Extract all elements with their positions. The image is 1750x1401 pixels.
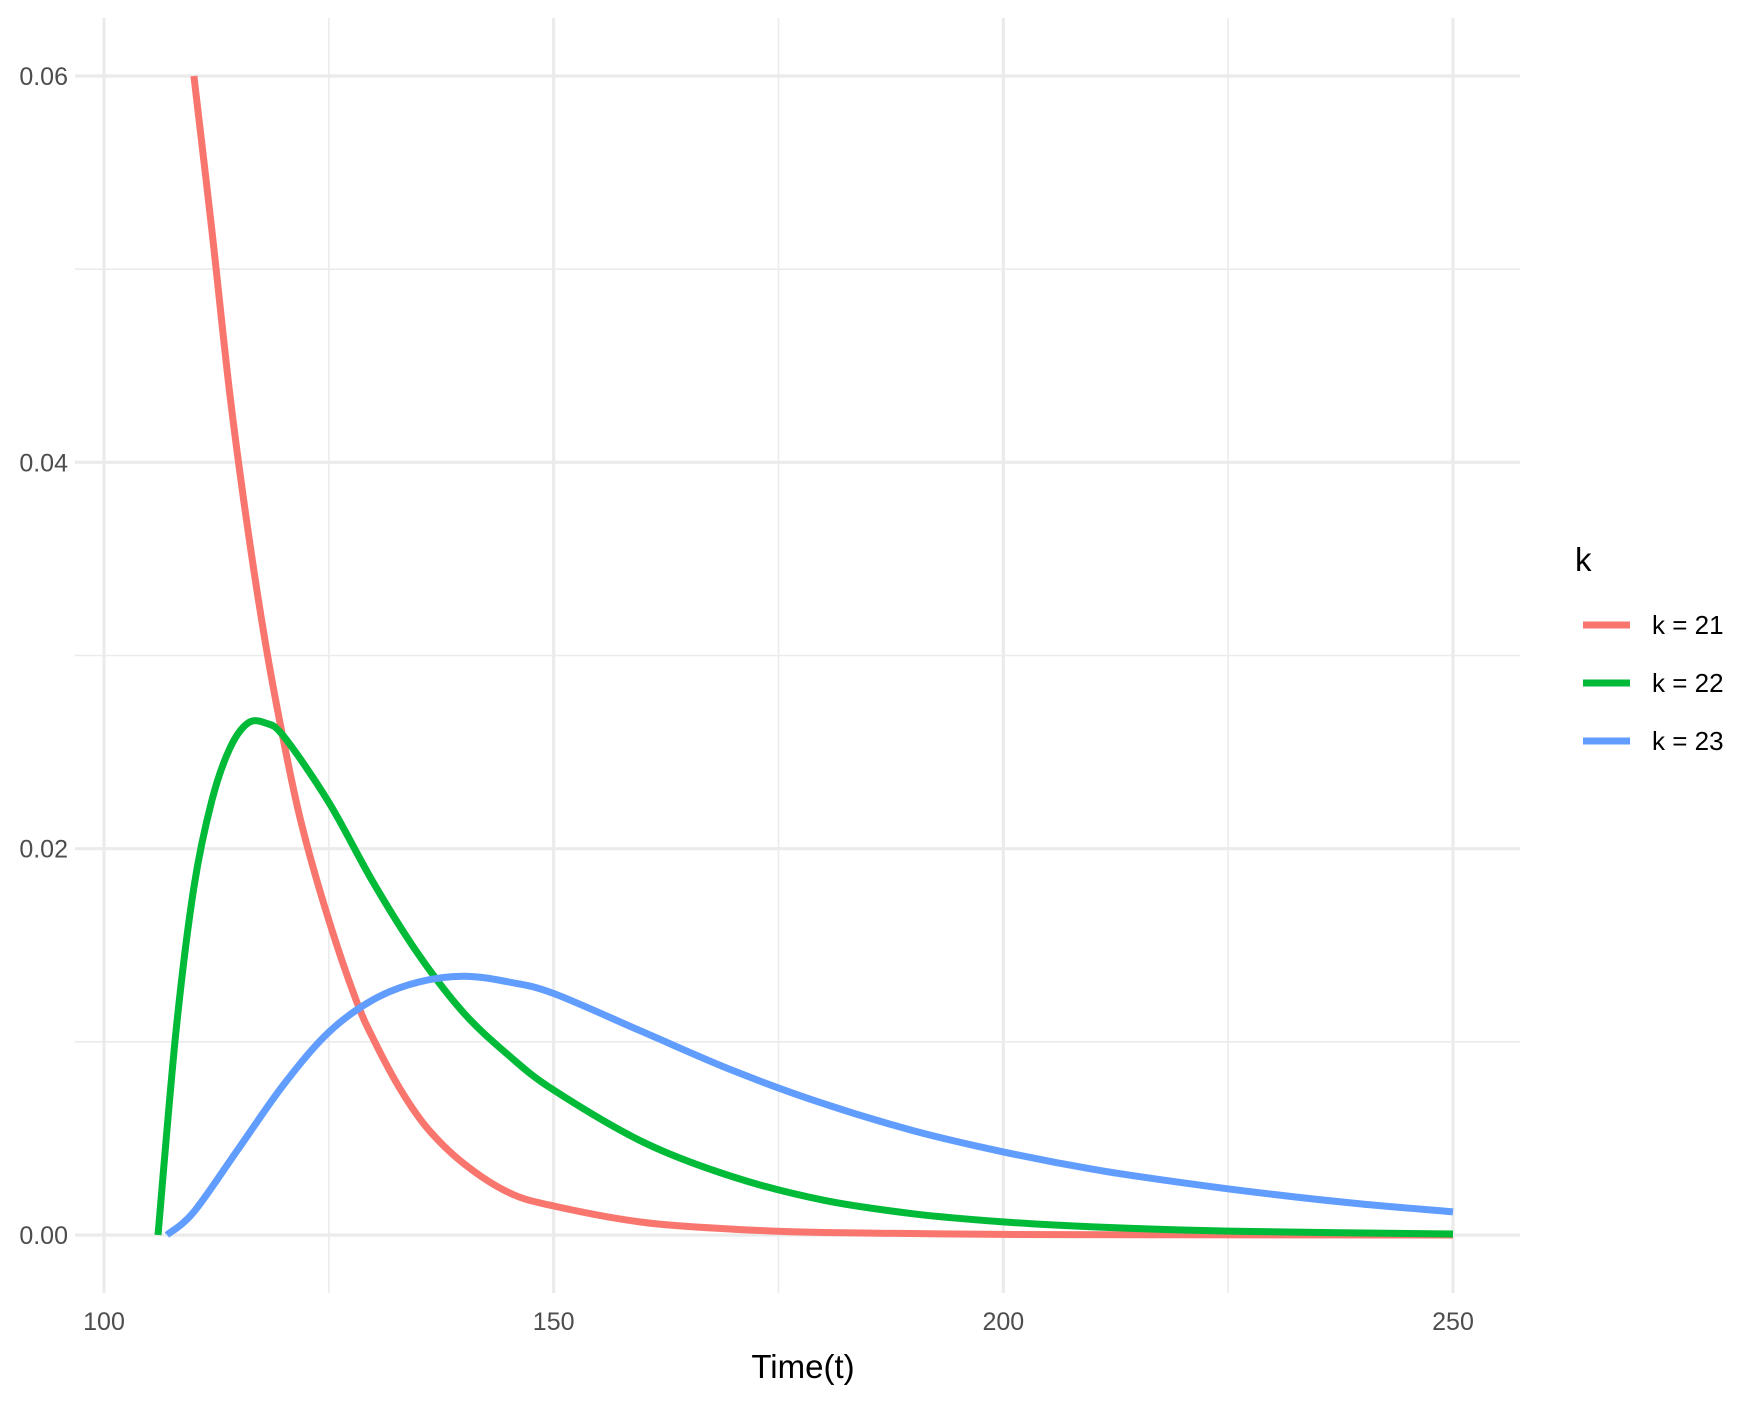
x-axis-ticks: 100 150 200 250 <box>83 1308 1474 1336</box>
legend-label-k-21: k = 21 <box>1652 610 1724 640</box>
y-axis-ticks: 0.00 0.02 0.04 0.06 <box>19 63 68 1250</box>
legend-label-k-23: k = 23 <box>1652 726 1724 756</box>
legend-title: k <box>1575 541 1592 578</box>
y-tick-label: 0.06 <box>19 63 68 91</box>
y-tick-label: 0.02 <box>19 836 68 864</box>
x-tick-label: 150 <box>533 1308 575 1336</box>
plot-grid <box>75 18 1520 1293</box>
x-tick-label: 200 <box>982 1308 1024 1336</box>
x-axis-title: Time(t) <box>751 1348 854 1385</box>
x-tick-label: 250 <box>1432 1308 1474 1336</box>
series-line-k-22 <box>154 717 1454 1238</box>
plot-series <box>154 75 1454 1239</box>
series-line-k-21 <box>190 75 1454 1239</box>
legend-label-k-22: k = 22 <box>1652 668 1724 698</box>
y-tick-label: 0.04 <box>19 449 68 477</box>
series-line-k-23 <box>164 972 1454 1238</box>
y-tick-label: 0.00 <box>19 1222 68 1250</box>
x-tick-label: 100 <box>83 1308 125 1336</box>
legend: k k = 21 k = 22 k = 23 <box>1575 541 1724 756</box>
